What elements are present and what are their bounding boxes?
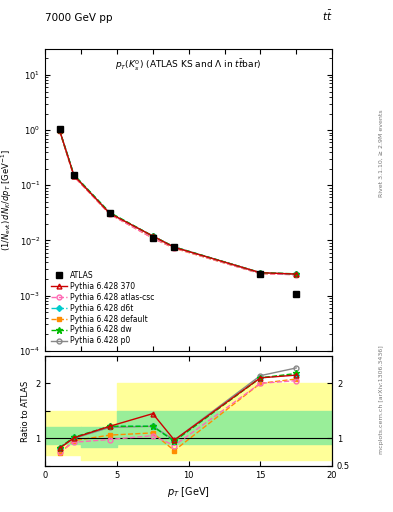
X-axis label: $p_T$ [GeV]: $p_T$ [GeV] [167, 485, 210, 499]
Legend: ATLAS, Pythia 6.428 370, Pythia 6.428 atlas-csc, Pythia 6.428 d6t, Pythia 6.428 : ATLAS, Pythia 6.428 370, Pythia 6.428 at… [49, 269, 156, 347]
Y-axis label: Ratio to ATLAS: Ratio to ATLAS [20, 380, 29, 441]
Text: mcplots.cern.ch [arXiv:1306.3436]: mcplots.cern.ch [arXiv:1306.3436] [379, 345, 384, 454]
Text: 7000 GeV pp: 7000 GeV pp [45, 13, 113, 23]
Text: $t\bar{t}$: $t\bar{t}$ [321, 9, 332, 23]
Text: Rivet 3.1.10, ≥ 2.9M events: Rivet 3.1.10, ≥ 2.9M events [379, 110, 384, 198]
Y-axis label: $(1/N_\mathrm{evt})\,dN_K/dp_T\ [\mathrm{GeV}^{-1}]$: $(1/N_\mathrm{evt})\,dN_K/dp_T\ [\mathrm… [0, 149, 14, 250]
Text: ATLAS_2019_I1746286: ATLAS_2019_I1746286 [149, 363, 228, 370]
Text: $p_T(K^0_s)$ (ATLAS KS and $\Lambda$ in $t\bar{t}$bar): $p_T(K^0_s)$ (ATLAS KS and $\Lambda$ in … [116, 58, 262, 73]
